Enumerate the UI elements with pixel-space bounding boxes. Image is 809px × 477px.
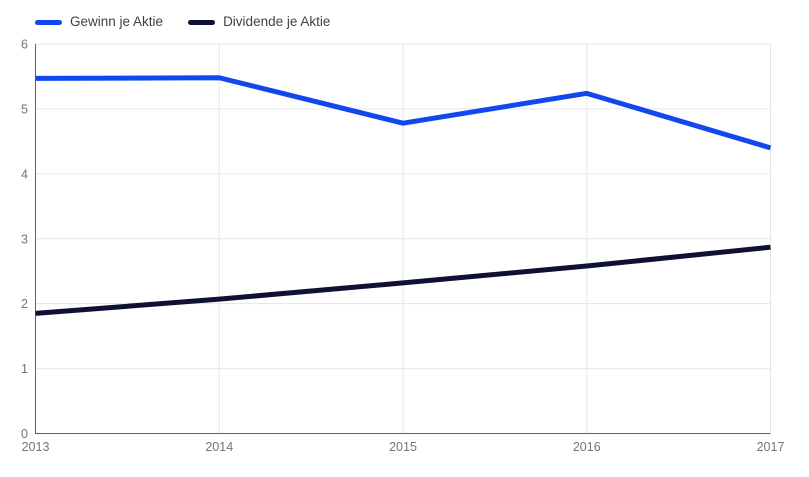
x-axis-tick-label: 2014: [205, 440, 233, 454]
x-axis-tick-label: 2013: [22, 440, 50, 454]
legend-label-dividende: Dividende je Aktie: [223, 14, 331, 29]
y-axis-tick-label: 3: [21, 232, 28, 246]
x-axis-tick-label: 2016: [573, 440, 601, 454]
legend-item-gewinn-je-aktie: Gewinn je Aktie: [35, 13, 163, 31]
y-axis-tick-label: 4: [21, 167, 28, 181]
x-axis-tick-label: 2017: [757, 440, 785, 454]
legend-item-dividende-je-aktie: Dividende je Aktie: [188, 13, 330, 31]
chart-legend: Gewinn je Aktie Dividende je Aktie: [35, 13, 330, 31]
legend-label-gewinn: Gewinn je Aktie: [70, 14, 164, 29]
x-axis-tick-label: 2015: [389, 440, 417, 454]
y-axis-tick-label: 0: [21, 427, 28, 441]
series-line-1: [35, 244, 771, 316]
y-axis-tick-label: 6: [21, 38, 28, 52]
legend-swatch-dividende-icon: [188, 19, 216, 25]
y-axis-tick-label: 2: [21, 297, 28, 311]
y-axis-tick-label: 1: [21, 362, 28, 376]
y-axis-tick-label: 5: [21, 102, 28, 116]
legend-swatch-gewinn-icon: [35, 19, 62, 25]
series-line-0: [35, 75, 772, 151]
